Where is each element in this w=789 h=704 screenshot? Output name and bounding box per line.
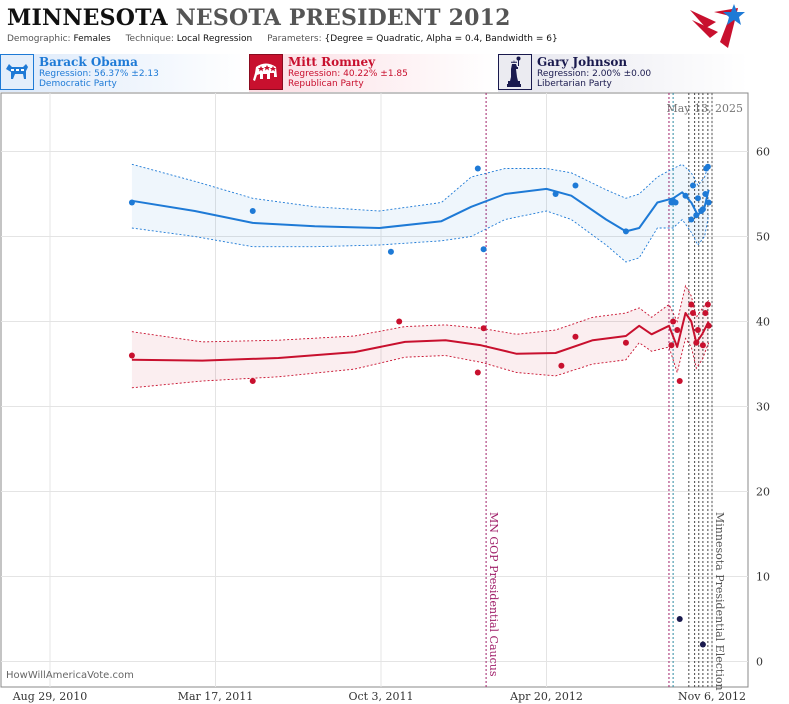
x-tick-label: Nov 6, 2012	[678, 690, 746, 703]
candidate-regression: Regression: 2.00% ±0.00	[537, 69, 652, 79]
poll-point	[249, 378, 256, 384]
candidate-party: Republican Party	[288, 79, 364, 89]
x-tick-label: Apr 20, 2012	[509, 690, 583, 703]
technique-label: Technique:	[125, 34, 174, 44]
y-tick-label: 50	[756, 231, 770, 244]
plot-frame	[0, 92, 749, 688]
upper-bound-line	[131, 163, 710, 212]
y-tick-label: 60	[756, 146, 770, 159]
poll-point	[480, 325, 487, 332]
confidence-bands	[131, 163, 710, 389]
watermark: HowWillAmericaVote.com	[6, 670, 134, 681]
poll-point	[674, 327, 681, 333]
parameters-value: {Degree = Quadratic, Alpha = 0.4, Bandwi…	[324, 34, 558, 44]
x-tick-label: Aug 29, 2010	[12, 690, 88, 703]
y-tick-label: 0	[756, 656, 763, 669]
axis-ticks: 0 10 20 30 40 50 60 Aug 29, 2010 Mar 17, 2011 Oct…	[12, 146, 770, 704]
candidate-party: Democratic Party	[39, 79, 117, 89]
x-tick-label: Mar 17, 2011	[178, 690, 254, 703]
poll-point	[572, 182, 579, 189]
y-tick-label: 20	[756, 486, 770, 499]
poll-point	[694, 195, 701, 202]
poll-point	[688, 216, 695, 223]
y-tick-label: 10	[756, 571, 770, 584]
page-title: MINNESOTA NESOTA PRESIDENT 2012	[7, 5, 511, 31]
poll-point	[702, 191, 709, 197]
site-logo-icon	[690, 4, 745, 48]
lower-bound-line	[131, 337, 710, 389]
candidate-johnson: Gary Johnson Regression: 2.00% ±0.00 Lib…	[498, 54, 748, 92]
candidate-obama: Barack Obama Regression: 56.37% ±2.13 De…	[0, 54, 246, 92]
poll-point	[699, 641, 706, 648]
event-label: MN GOP Presidential Caucus	[487, 512, 500, 677]
upper-bound-line	[131, 284, 710, 343]
poll-point	[682, 192, 689, 199]
poll-point	[705, 322, 712, 329]
poll-point	[689, 182, 696, 189]
confidence-band	[131, 164, 709, 262]
demographic-label: Demographic:	[7, 34, 71, 44]
poll-point	[474, 369, 481, 376]
technique-value: Local Regression	[176, 34, 253, 44]
candidate-name: Gary Johnson	[537, 55, 628, 69]
event-label: Minnesota Presidential Election	[713, 512, 726, 691]
poll-points	[128, 163, 712, 648]
poll-point	[128, 199, 135, 206]
poll-chart: 0 10 20 30 40 50 60 Aug 29, 2010 Mar 17, 2011 Oct…	[0, 92, 770, 704]
parameters-line: Demographic: Females Technique: Local Re…	[7, 34, 570, 44]
poll-point	[474, 165, 481, 172]
poll-point	[688, 301, 695, 308]
elephant-icon	[249, 54, 283, 90]
poll-point	[699, 342, 706, 349]
poll-point	[694, 327, 701, 333]
poll-point	[693, 212, 700, 219]
candidate-regression: Regression: 40.22% ±1.85	[288, 69, 408, 79]
grid-lines	[1, 93, 748, 687]
y-tick-label: 30	[756, 401, 770, 414]
poll-point	[480, 246, 487, 253]
poll-point	[622, 339, 629, 346]
event-lines: MN GOP Presidential Caucus Minnesota Pres…	[485, 93, 726, 691]
poll-point	[676, 616, 683, 622]
trend-lines	[131, 187, 710, 362]
poll-point	[705, 199, 712, 206]
title-state: MINNESOTA	[7, 5, 168, 31]
candidate-name: Barack Obama	[39, 55, 138, 69]
candidate-romney: Mitt Romney Regression: 40.22% ±1.85 Rep…	[249, 54, 495, 92]
poll-point	[702, 310, 709, 316]
donkey-icon	[0, 54, 34, 90]
trend-line	[131, 312, 710, 362]
poll-point	[676, 378, 683, 384]
demographic-value: Females	[73, 34, 111, 44]
poll-point	[249, 208, 256, 214]
parameters-label: Parameters:	[267, 34, 322, 44]
trend-line	[131, 187, 710, 233]
candidate-party: Libertarian Party	[537, 79, 612, 89]
poll-point	[558, 362, 565, 369]
poll-point	[670, 318, 677, 325]
poll-point	[672, 199, 679, 206]
title-race: NESOTA PRESIDENT 2012	[175, 5, 511, 31]
poll-point	[396, 318, 403, 325]
poll-point	[668, 342, 675, 349]
poll-point	[387, 248, 394, 255]
date-stamp: May 13, 2025	[666, 102, 743, 115]
poll-point	[689, 310, 696, 316]
candidate-regression: Regression: 56.37% ±2.13	[39, 69, 159, 79]
poll-point	[693, 339, 700, 346]
poll-point	[552, 191, 559, 197]
poll-point	[699, 206, 706, 213]
poll-point	[704, 301, 711, 308]
poll-point	[622, 228, 629, 235]
y-tick-label: 40	[756, 316, 770, 329]
poll-point	[704, 163, 711, 170]
chart-header: MINNESOTA NESOTA PRESIDENT 2012 Demograp…	[0, 0, 789, 92]
statue-of-liberty-icon	[498, 54, 532, 90]
candidate-name: Mitt Romney	[288, 55, 376, 69]
x-tick-label: Oct 3, 2011	[348, 690, 413, 703]
confidence-band	[131, 285, 709, 388]
poll-point	[128, 352, 135, 359]
lower-bound-line	[131, 210, 710, 263]
poll-point	[572, 333, 579, 340]
